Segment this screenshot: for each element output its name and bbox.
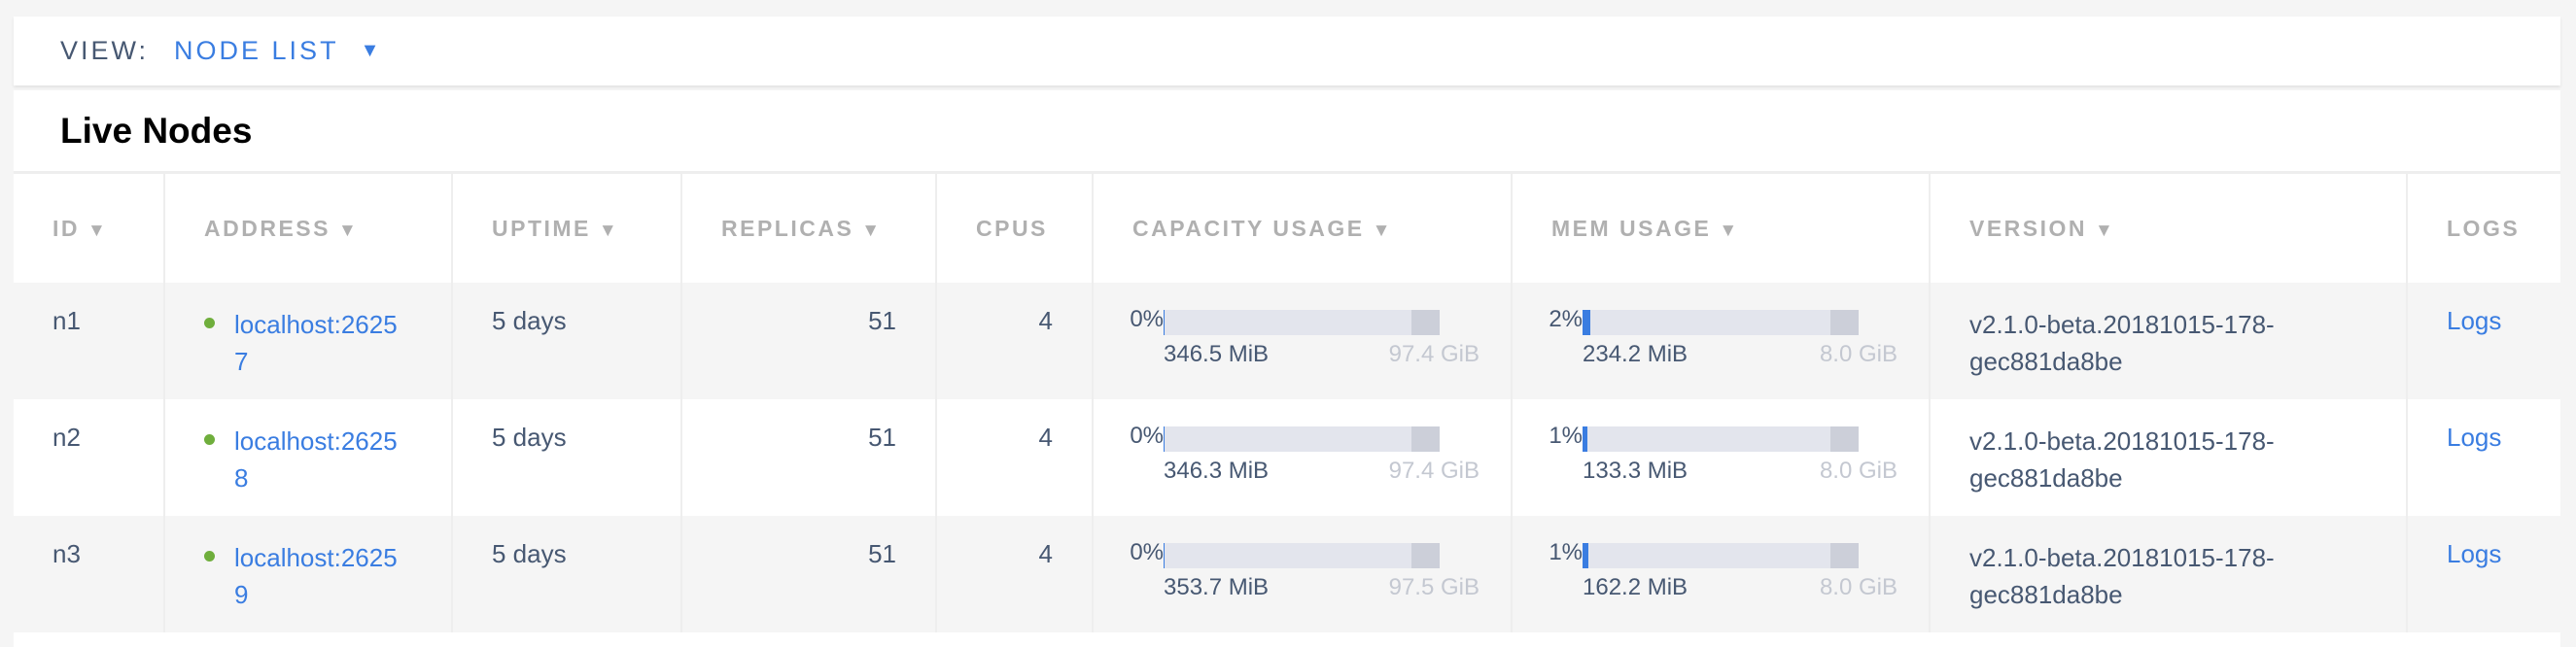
usage-fill — [1583, 543, 1588, 568]
capacity-bar — [1164, 543, 1440, 568]
capacity-usage: 0% 346.5 MiB 97.4 GiB — [1123, 306, 1479, 374]
capacity-bar — [1164, 310, 1440, 335]
table-row: n3 localhost:26259 5 days 51 4 0% 353.7 … — [14, 516, 2560, 632]
node-address-link[interactable]: localhost:26259 — [234, 543, 398, 609]
mem-bar — [1583, 426, 1859, 452]
col-cpus: CPUS — [935, 174, 1093, 283]
mem-total: 8.0 GiB — [1819, 458, 1897, 484]
capacity-used: 353.7 MiB — [1164, 574, 1270, 600]
sort-icon: ▼ — [337, 220, 360, 241]
cpus: 4 — [935, 283, 1093, 399]
mem-used: 234.2 MiB — [1583, 341, 1688, 367]
logs-link[interactable]: Logs — [2447, 306, 2502, 335]
table-row: n2 localhost:26258 5 days 51 4 0% 346.3 … — [14, 399, 2560, 516]
col-capacity[interactable]: CAPACITY USAGE ▼ — [1092, 174, 1512, 283]
live-status-icon — [204, 434, 215, 445]
col-address[interactable]: ADDRESS ▼ — [163, 174, 452, 283]
capacity-usage: 0% 346.3 MiB 97.4 GiB — [1123, 423, 1479, 491]
version: v2.1.0-beta.20181015-178-gec881da8be — [1929, 283, 2407, 399]
replicas: 51 — [680, 516, 936, 632]
version: v2.1.0-beta.20181015-178-gec881da8be — [1929, 399, 2407, 516]
sort-icon: ▼ — [861, 220, 883, 241]
view-dropdown[interactable]: NODE LIST ▼ — [174, 36, 382, 66]
node-id: n2 — [52, 423, 81, 452]
cpus: 4 — [935, 516, 1093, 632]
usage-fill — [1583, 426, 1587, 452]
sort-icon: ▼ — [598, 220, 620, 241]
usage-fill — [1164, 310, 1165, 335]
capacity-total: 97.5 GiB — [1388, 574, 1479, 600]
cpus: 4 — [935, 399, 1093, 516]
mem-percent: 1% — [1549, 423, 1583, 449]
usage-fill — [1164, 543, 1165, 568]
live-status-icon — [204, 318, 215, 328]
col-mem[interactable]: MEM USAGE ▼ — [1511, 174, 1930, 283]
table-row: n1 localhost:26257 5 days 51 4 0% 346.5 … — [14, 283, 2560, 399]
view-selected: NODE LIST — [174, 36, 339, 65]
capacity-usage: 0% 353.7 MiB 97.5 GiB — [1123, 539, 1479, 607]
mem-percent: 1% — [1549, 539, 1583, 565]
mem-used: 162.2 MiB — [1583, 574, 1688, 600]
uptime: 5 days — [451, 516, 681, 632]
node-id: n3 — [14, 516, 164, 632]
usage-fill — [1164, 426, 1165, 452]
col-version[interactable]: VERSION ▼ — [1929, 174, 2407, 283]
capacity-percent: 0% — [1130, 539, 1164, 565]
mem-usage: 2% 234.2 MiB 8.0 GiB — [1542, 306, 1897, 374]
uptime: 5 days — [451, 399, 681, 516]
mem-percent: 2% — [1549, 306, 1583, 332]
col-logs: LOGS — [2406, 174, 2560, 283]
node-address-link[interactable]: localhost:26258 — [234, 426, 398, 493]
col-id[interactable]: ID ▼ — [52, 215, 109, 241]
capacity-bar — [1164, 426, 1440, 452]
mem-usage: 1% 133.3 MiB 8.0 GiB — [1542, 423, 1897, 491]
replicas: 51 — [680, 283, 936, 399]
page-title: Live Nodes — [14, 90, 2560, 174]
mem-bar — [1583, 543, 1859, 568]
capacity-total: 97.4 GiB — [1388, 341, 1479, 367]
logs-link[interactable]: Logs — [2447, 539, 2502, 568]
uptime: 5 days — [451, 283, 681, 399]
capacity-percent: 0% — [1130, 306, 1164, 332]
mem-bar — [1583, 310, 1859, 335]
sort-icon: ▼ — [1719, 220, 1740, 241]
usage-fill — [1583, 310, 1591, 335]
capacity-used: 346.3 MiB — [1164, 458, 1270, 484]
col-uptime[interactable]: UPTIME ▼ — [451, 174, 681, 283]
version: v2.1.0-beta.20181015-178-gec881da8be — [1929, 516, 2407, 632]
nodes-table: ID ▼ ADDRESS ▼ UPTIME ▼ REPLICAS ▼ CPUS CAPA… — [14, 174, 2560, 632]
capacity-used: 346.5 MiB — [1164, 341, 1270, 367]
mem-total: 8.0 GiB — [1819, 341, 1897, 367]
replicas: 51 — [680, 399, 936, 516]
mem-used: 133.3 MiB — [1583, 458, 1688, 484]
live-status-icon — [204, 551, 215, 562]
sort-icon: ▼ — [1372, 220, 1393, 241]
mem-total: 8.0 GiB — [1819, 574, 1897, 600]
col-replicas[interactable]: REPLICAS ▼ — [680, 174, 936, 283]
table-header: ID ▼ ADDRESS ▼ UPTIME ▼ REPLICAS ▼ CPUS CAPA… — [14, 174, 2560, 283]
caret-down-icon: ▼ — [360, 40, 383, 61]
live-nodes-panel: Live Nodes ID ▼ ADDRESS ▼ UPTIME ▼ REPLICAS… — [14, 90, 2560, 647]
logs-link[interactable]: Logs — [2447, 423, 2502, 452]
mem-usage: 1% 162.2 MiB 8.0 GiB — [1542, 539, 1897, 607]
capacity-percent: 0% — [1130, 423, 1164, 449]
node-id: n1 — [14, 283, 164, 399]
sort-icon: ▼ — [2095, 220, 2116, 241]
capacity-total: 97.4 GiB — [1388, 458, 1479, 484]
sort-icon: ▼ — [87, 220, 109, 241]
view-selector-bar: VIEW: NODE LIST ▼ — [14, 17, 2560, 85]
node-address-link[interactable]: localhost:26257 — [234, 310, 398, 376]
view-label: VIEW: — [60, 36, 150, 65]
